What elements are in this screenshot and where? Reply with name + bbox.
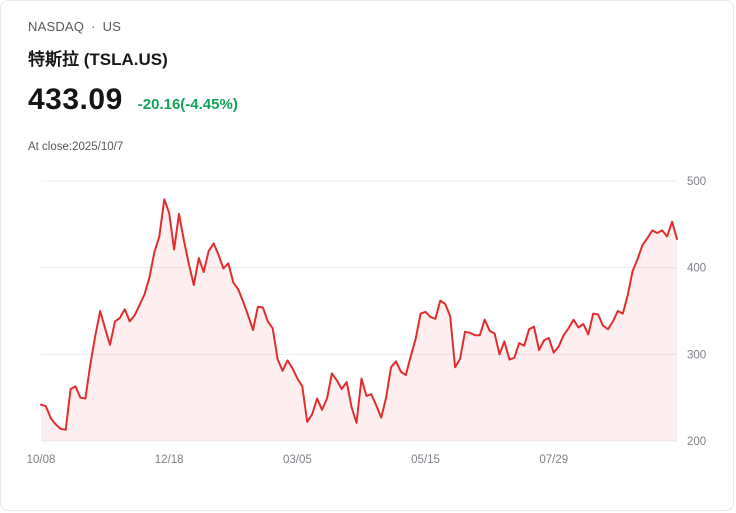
exchange-separator: · [91,19,96,34]
price-chart[interactable]: 500 400 300 200 10/08 12/18 03/05 05/15 07/29 [11,171,727,481]
quote-row: 433.09 -20.16(-4.45%) [28,83,238,117]
stock-price: 433.09 [28,83,123,116]
y-axis-label: 400 [687,263,706,275]
x-axis-label: 05/15 [411,454,440,466]
x-axis-label: 12/18 [155,454,184,466]
market-region: US [102,19,122,34]
y-axis-label: 500 [687,176,706,188]
as-of-label: At close:2025/10/7 [28,141,124,153]
exchange-info: NASDAQ · US [28,19,121,34]
x-axis-label: 10/08 [27,454,56,466]
price-change: -20.16(-4.45%) [137,96,238,113]
stock-title: 特斯拉 (TSLA.US) [28,50,168,69]
area-fill [41,199,677,441]
x-axis-label: 07/29 [539,454,568,466]
exchange-name: NASDAQ [28,19,85,34]
y-axis-label: 200 [687,436,706,448]
price-line [40,198,678,431]
x-axis-label: 03/05 [283,454,312,466]
y-axis-label: 300 [687,349,706,361]
